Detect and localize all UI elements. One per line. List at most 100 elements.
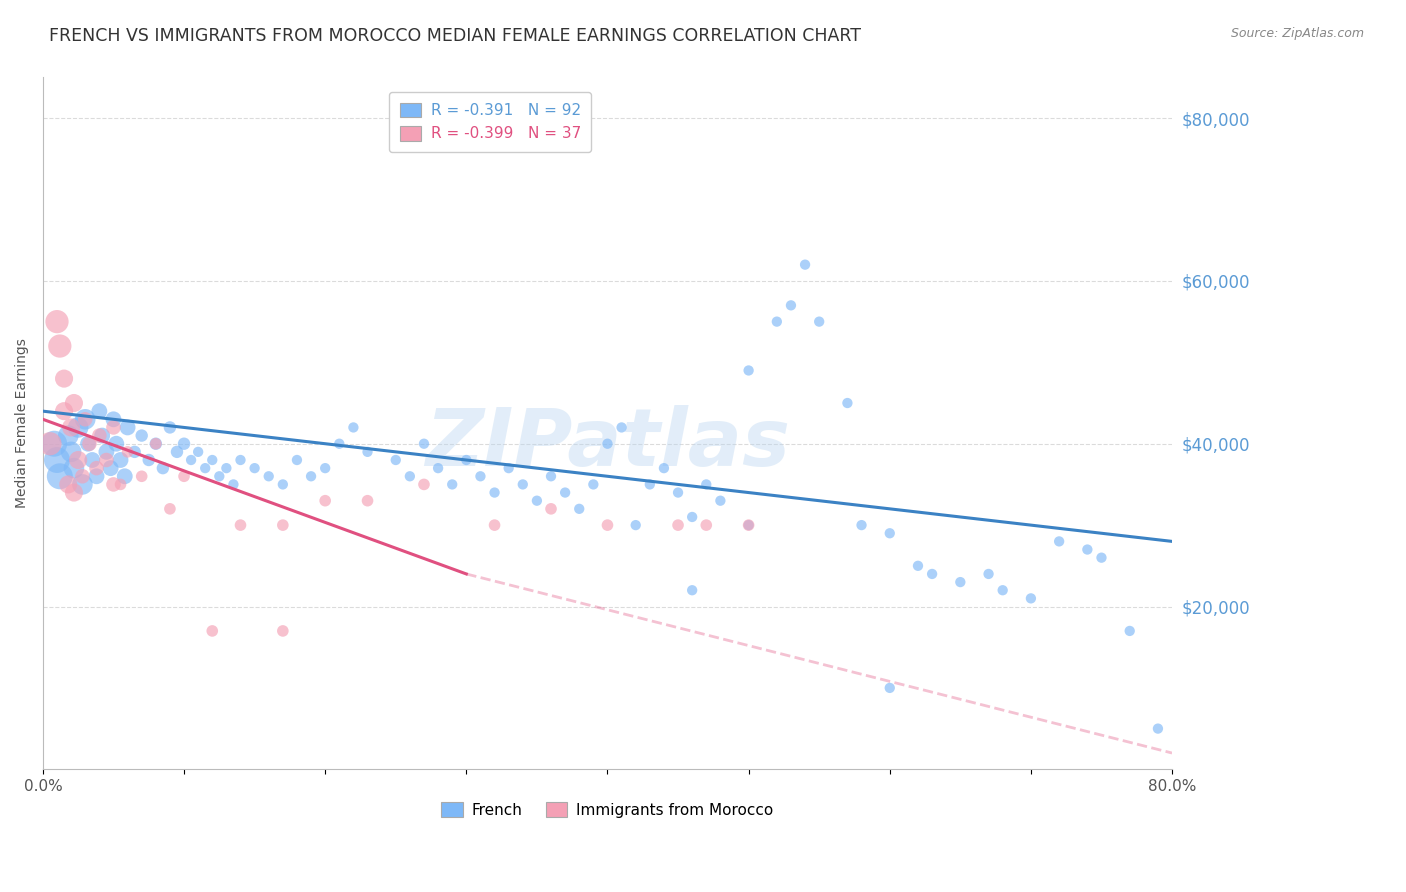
Point [114,469,136,483]
Point [201,453,224,467]
Point [681,510,703,524]
Point [152,461,174,475]
Point [342,420,364,434]
Point [60,420,83,434]
Point [610,420,633,434]
Point [96,445,118,459]
Point [456,453,478,467]
Point [837,396,859,410]
Point [413,477,436,491]
Point [229,453,252,467]
Point [222,477,245,491]
Point [512,477,534,491]
Point [737,363,759,377]
Point [58,477,80,491]
Point [77,436,100,450]
Point [72,477,94,491]
Point [72,469,94,483]
Point [103,412,125,426]
Point [53,371,76,385]
Point [991,583,1014,598]
Point [794,258,817,272]
Point [117,420,139,434]
Point [582,477,605,491]
Point [138,453,160,467]
Point [737,518,759,533]
Point [780,298,803,312]
Point [67,420,90,434]
Point [285,453,308,467]
Point [695,518,717,533]
Point [159,420,181,434]
Point [596,436,619,450]
Point [1047,534,1070,549]
Point [1147,722,1170,736]
Point [44,436,66,450]
Point [49,339,72,353]
Point [159,501,181,516]
Point [356,445,378,459]
Point [470,469,492,483]
Point [1118,624,1140,638]
Point [46,453,69,467]
Legend: French, Immigrants from Morocco: French, Immigrants from Morocco [436,797,780,824]
Point [666,485,689,500]
Point [498,461,520,475]
Point [63,485,86,500]
Point [977,566,1000,581]
Point [194,461,217,475]
Point [91,428,114,442]
Point [681,583,703,598]
Point [638,477,661,491]
Point [243,461,266,475]
Text: ZIPatlas: ZIPatlas [425,405,790,483]
Point [49,469,72,483]
Point [58,428,80,442]
Point [131,428,153,442]
Point [949,575,972,590]
Point [39,436,62,450]
Point [879,526,901,541]
Point [67,453,90,467]
Point [215,461,238,475]
Point [173,436,195,450]
Point [666,518,689,533]
Point [808,315,831,329]
Point [173,469,195,483]
Point [540,501,562,516]
Point [554,485,576,500]
Text: FRENCH VS IMMIGRANTS FROM MOROCCO MEDIAN FEMALE EARNINGS CORRELATION CHART: FRENCH VS IMMIGRANTS FROM MOROCCO MEDIAN… [49,27,862,45]
Point [166,445,188,459]
Point [100,461,122,475]
Point [103,420,125,434]
Point [540,469,562,483]
Point [299,469,322,483]
Point [60,445,83,459]
Point [89,428,111,442]
Point [526,493,548,508]
Point [86,469,108,483]
Point [145,436,167,450]
Point [86,461,108,475]
Point [110,477,132,491]
Point [124,445,146,459]
Point [208,469,231,483]
Point [851,518,873,533]
Point [271,477,294,491]
Point [356,493,378,508]
Point [63,461,86,475]
Point [907,558,929,573]
Point [568,501,591,516]
Y-axis label: Median Female Earnings: Median Female Earnings [15,338,30,508]
Point [187,445,209,459]
Point [46,315,69,329]
Point [921,566,943,581]
Point [145,436,167,450]
Point [96,453,118,467]
Point [413,436,436,450]
Point [79,436,101,450]
Point [328,436,350,450]
Point [180,453,202,467]
Point [427,461,450,475]
Point [484,518,506,533]
